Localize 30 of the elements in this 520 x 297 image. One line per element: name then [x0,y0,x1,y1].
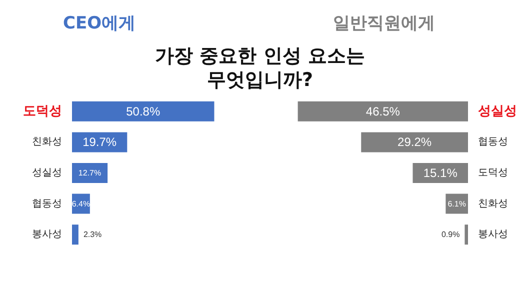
y-tick-label: 성실성 [478,104,517,119]
bar [72,101,214,122]
data-label: 15.1% [423,166,458,180]
y-tick-label: 봉사성 [32,229,62,240]
data-label: 6.1% [448,199,466,208]
data-label: 50.8% [126,104,160,118]
chart-subtitle: CEO에게 [63,14,136,34]
y-tick-label: 도덕성 [478,168,508,178]
data-label: 19.7% [82,135,117,150]
y-tick-label: 협동성 [478,136,508,148]
bar [72,224,78,245]
chart-subtitle: 일반직원에게 [333,14,435,34]
bar [72,163,108,183]
text: 가장 중요한 인성 요소는 무엇입니까? [154,44,366,92]
y-tick-label: 협동성 [32,198,62,210]
data-label: 6.4% [72,199,90,208]
y-tick-label: 도덕성 [23,104,62,119]
data-label: 12.7% [78,168,102,178]
bar [361,132,468,152]
y-tick-label: 친화성 [32,136,62,148]
bar [298,101,468,122]
bar [464,224,468,245]
y-tick-label: 성실성 [32,168,62,178]
data-label: 29.2% [398,135,432,150]
data-label: 0.9% [441,230,460,240]
y-tick-label: 봉사성 [478,229,508,240]
data-label: 2.3% [83,230,102,240]
bar [412,163,468,183]
data-label: 46.5% [366,104,400,118]
y-tick-label: 친화성 [478,198,508,210]
